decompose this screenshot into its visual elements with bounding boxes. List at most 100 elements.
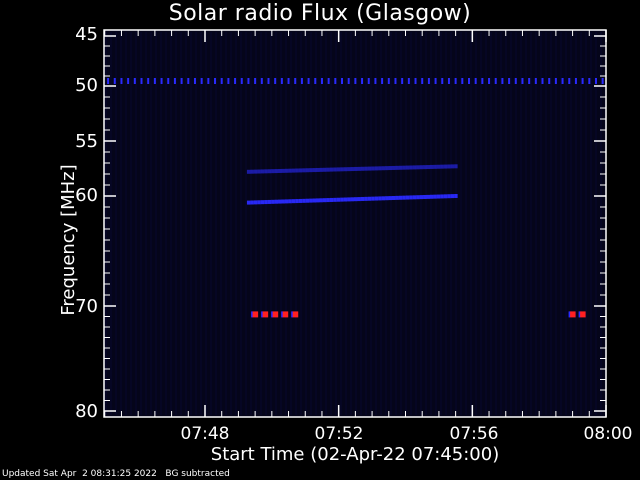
hot-spot <box>292 311 299 318</box>
drift-band-segment <box>378 166 382 171</box>
drift-band-segment <box>388 166 393 171</box>
drift-band-segment <box>343 167 348 172</box>
drift-band-segment <box>412 195 417 200</box>
drift-band-segment <box>405 165 410 170</box>
drift-band-segment <box>357 166 361 171</box>
interference-mark <box>180 78 183 84</box>
drift-band-segment <box>360 166 365 171</box>
drift-band-segment <box>336 197 341 202</box>
drift-band-segment <box>302 198 306 203</box>
hot-spot <box>252 311 259 318</box>
hot-spot <box>579 311 586 318</box>
drift-band-segment <box>319 198 323 203</box>
drift-band-segment <box>454 194 458 198</box>
drift-band-segment <box>440 194 444 199</box>
interference-mark <box>528 78 531 84</box>
interference-mark <box>320 78 323 84</box>
drift-band-segment <box>409 165 413 170</box>
drift-band-segment <box>329 197 334 202</box>
drift-band-segment <box>398 165 403 170</box>
interference-mark <box>561 78 564 84</box>
hot-spot-edge <box>578 311 581 318</box>
interference-mark <box>234 78 237 84</box>
drift-band-segment <box>312 168 317 173</box>
drift-band-segment <box>329 167 334 172</box>
drift-band-segment <box>316 198 320 203</box>
interference-mark <box>441 78 444 84</box>
drift-band-segment <box>257 200 261 205</box>
interference-mark <box>127 78 130 84</box>
x-tick-label: 07:56 <box>449 424 499 444</box>
drift-band-segment <box>447 164 451 169</box>
plot-area <box>104 30 606 417</box>
drift-band-segment <box>426 165 431 170</box>
drift-band-segment <box>391 195 396 200</box>
drift-band-segment <box>450 194 455 199</box>
drift-band-segment <box>322 167 327 172</box>
drift-band-segment <box>246 169 251 174</box>
interference-mark <box>554 78 557 84</box>
drift-band-segment <box>416 165 420 170</box>
drift-band-segment <box>409 195 413 200</box>
drift-band-segment <box>319 167 323 172</box>
interference-mark <box>501 78 504 84</box>
x-tick-label: 07:48 <box>180 424 230 444</box>
drift-band-segment <box>436 194 441 199</box>
drift-band-segment <box>412 165 417 170</box>
drift-band-segment <box>391 165 396 170</box>
interference-mark <box>467 78 470 84</box>
drift-band-segment <box>340 167 344 172</box>
interference-mark <box>314 78 317 84</box>
drift-band-segment <box>347 167 351 172</box>
drift-band-segment <box>288 199 292 204</box>
drift-band-segment <box>312 198 317 203</box>
drift-band-segment <box>395 165 399 170</box>
drift-band-segment <box>357 197 361 202</box>
interference-mark <box>254 78 257 84</box>
drift-band-segment <box>264 169 268 174</box>
drift-band-segment <box>378 196 382 201</box>
interference-mark <box>361 78 364 84</box>
interference-mark <box>454 78 457 84</box>
x-tick-label: 07:52 <box>314 424 364 444</box>
drift-band-segment <box>347 197 351 202</box>
drift-band-segment <box>295 199 299 204</box>
drift-band-segment <box>257 169 261 174</box>
interference-mark <box>160 78 163 84</box>
drift-band-segment <box>284 199 289 204</box>
interference-mark <box>594 78 597 84</box>
drift-band-segment <box>350 197 355 202</box>
x-tick-label: 08:00 <box>583 424 633 444</box>
drift-band-segment <box>402 165 406 170</box>
interference-mark <box>167 78 170 84</box>
drift-band-segment <box>440 164 444 169</box>
interference-mark <box>581 78 584 84</box>
drift-band-segment <box>253 169 258 174</box>
drift-band-segment <box>385 196 389 201</box>
interference-mark <box>247 78 250 84</box>
drift-band-segment <box>281 199 285 204</box>
interference-mark <box>494 78 497 84</box>
drift-band-segment <box>367 196 372 201</box>
y-tick-label: 55 <box>75 131 98 152</box>
interference-mark <box>227 78 230 84</box>
drift-band-segment <box>433 164 437 169</box>
hot-spot-edge <box>291 311 293 318</box>
drift-band-segment <box>264 200 268 205</box>
drift-band-segment <box>305 168 310 173</box>
drift-band-segment <box>443 164 448 169</box>
drift-band-segment <box>274 169 279 174</box>
hot-spot-edge <box>271 311 273 318</box>
interference-mark <box>300 78 303 84</box>
interference-mark <box>140 78 143 84</box>
interference-mark <box>341 78 344 84</box>
drift-band-segment <box>353 197 358 202</box>
interference-mark <box>173 78 176 84</box>
drift-band-segment <box>340 197 344 202</box>
drift-band-segment <box>405 195 410 200</box>
interference-mark <box>307 78 310 84</box>
hot-spot <box>282 311 289 318</box>
drift-band-segment <box>253 200 258 205</box>
interference-mark <box>588 78 591 84</box>
